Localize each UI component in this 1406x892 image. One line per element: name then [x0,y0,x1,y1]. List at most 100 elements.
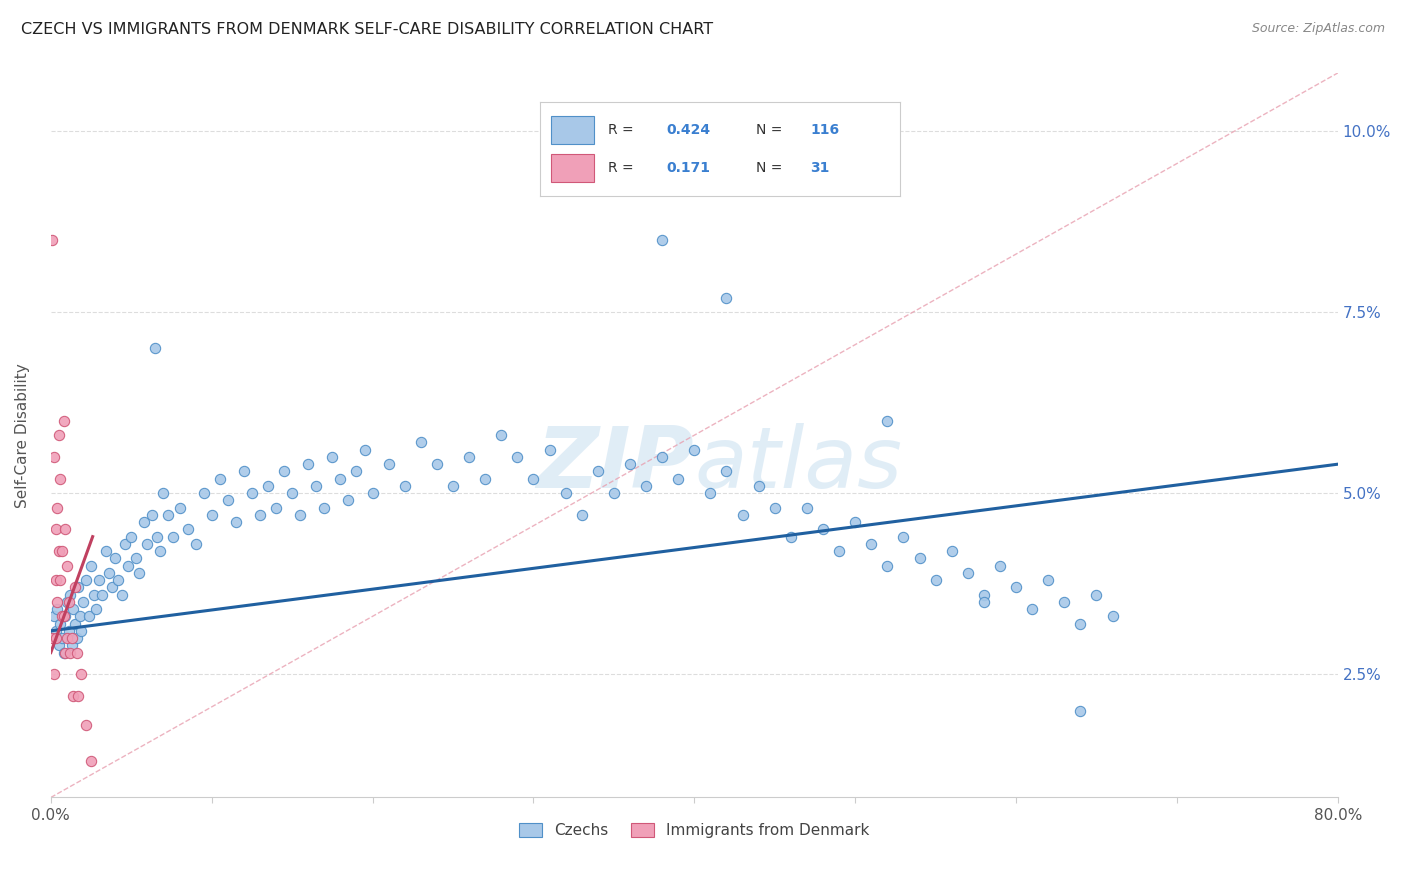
Text: atlas: atlas [695,423,903,506]
Point [281,486,304,500]
Point [52,609,75,624]
Point [80,754,103,768]
Point [619,457,641,471]
Point [146,530,169,544]
Point [41,631,63,645]
Point [458,450,481,464]
Point [377,457,399,471]
Point [42,450,65,464]
Point [1069,704,1091,718]
Point [249,508,271,522]
Point [264,500,287,515]
Point [217,493,239,508]
Text: Source: ZipAtlas.com: Source: ZipAtlas.com [1251,22,1385,36]
Point [924,573,946,587]
Point [716,291,738,305]
Point [288,508,311,522]
Point [176,522,198,536]
Point [779,530,801,544]
Point [538,442,561,457]
Point [149,544,172,558]
Point [603,486,626,500]
Point [651,233,673,247]
Point [69,609,91,624]
Point [97,566,120,580]
Point [346,465,368,479]
Point [409,435,432,450]
Point [796,500,818,515]
Point [70,624,93,638]
Point [522,472,544,486]
Point [58,624,80,638]
Point [683,442,706,457]
Point [58,595,80,609]
Point [110,588,132,602]
Point [48,544,70,558]
Point [1038,573,1060,587]
Point [208,472,231,486]
Point [59,588,82,602]
Point [49,616,72,631]
Point [48,428,70,442]
Point [731,508,754,522]
Point [162,530,184,544]
Text: ZIP: ZIP [537,423,695,506]
Point [65,631,87,645]
Point [49,573,72,587]
Point [59,646,82,660]
Point [42,667,65,681]
Point [53,522,76,536]
Point [53,646,76,660]
Point [152,486,174,500]
Point [48,638,70,652]
Point [666,472,689,486]
Point [63,580,86,594]
Point [716,465,738,479]
Point [893,530,915,544]
Point [748,479,770,493]
Point [361,486,384,500]
Point [193,486,215,500]
Point [634,479,657,493]
Point [441,479,464,493]
Point [141,508,163,522]
Point [232,465,254,479]
Point [60,638,83,652]
Point [125,551,148,566]
Point [353,442,375,457]
Point [305,479,328,493]
Point [956,566,979,580]
Point [45,573,67,587]
Point [45,631,67,645]
Point [75,718,97,732]
Point [426,457,449,471]
Point [1053,595,1076,609]
Point [844,515,866,529]
Point [811,522,834,536]
Point [699,486,721,500]
Point [201,508,224,522]
Point [337,493,360,508]
Point [56,558,79,573]
Point [321,450,343,464]
Point [49,472,72,486]
Point [46,602,69,616]
Point [62,689,84,703]
Point [46,500,69,515]
Point [67,689,90,703]
Point [67,580,90,594]
Point [145,341,167,355]
Point [1021,602,1043,616]
Point [83,588,105,602]
Point [876,558,898,573]
Point [1005,580,1028,594]
Point [651,450,673,464]
Point [45,522,67,536]
Point [491,428,513,442]
Point [75,573,97,587]
Point [554,486,576,500]
Point [314,500,336,515]
Point [474,472,496,486]
Point [297,457,319,471]
Point [107,573,129,587]
